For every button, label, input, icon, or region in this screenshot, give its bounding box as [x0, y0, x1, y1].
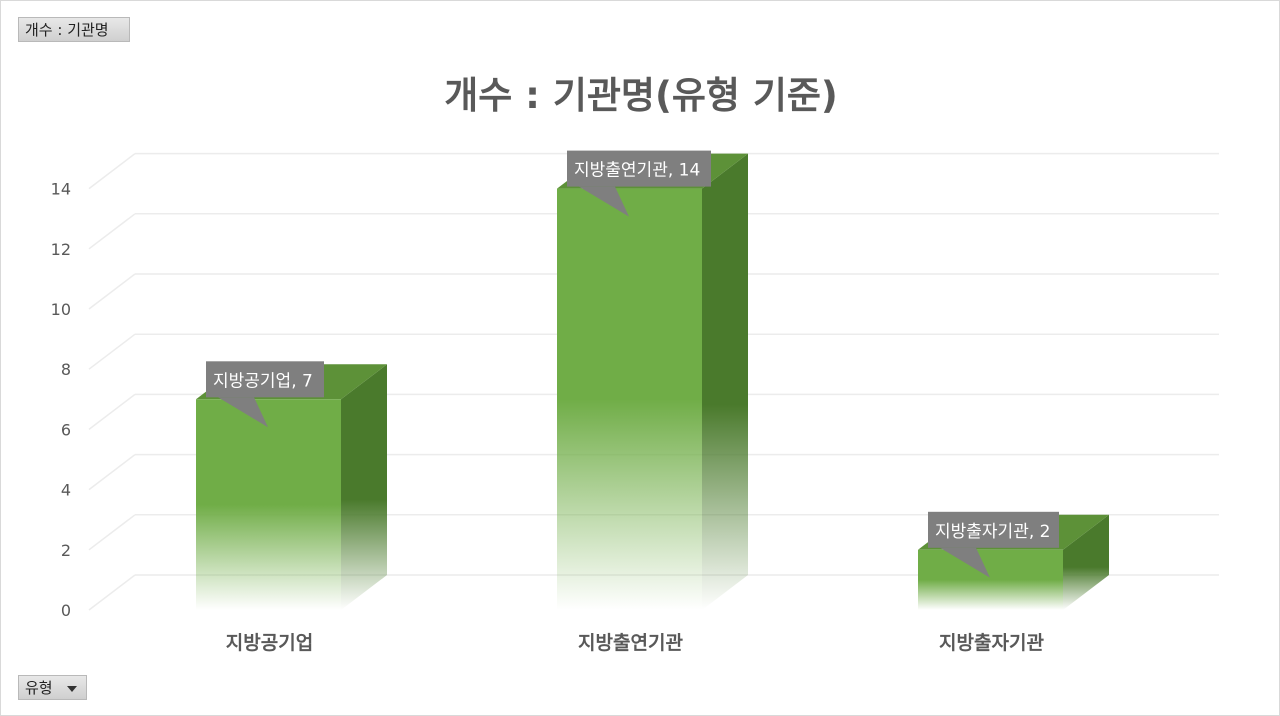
chart-title: 개수 : 기관명(유형 기준) [444, 74, 838, 117]
bar-side [1063, 514, 1109, 610]
data-label-callout: 지방출자기관, 2 [928, 511, 1059, 578]
callout-box [206, 361, 324, 398]
callout-box [567, 150, 711, 187]
dropdown-arrow-icon [67, 686, 77, 692]
y-tick-label: 4 [61, 481, 71, 500]
bar [196, 364, 387, 610]
callout-box [928, 511, 1059, 548]
bar-side [341, 364, 387, 610]
gridline-diagonal [88, 153, 136, 190]
gridline-diagonal [88, 514, 136, 551]
y-tick-label: 2 [61, 541, 71, 560]
data-label-callout: 지방공기업, 7 [206, 361, 324, 428]
value-field-button[interactable]: 개수 : 기관명 [18, 17, 130, 42]
y-tick-label: 6 [61, 420, 71, 439]
bar-front [196, 399, 341, 610]
bar [557, 153, 748, 610]
axis-field-label: 유형 [25, 679, 53, 697]
gridline-diagonal [88, 574, 136, 611]
gridline-diagonal [88, 213, 136, 250]
gridline-diagonal [88, 393, 136, 430]
y-tick-label: 10 [51, 300, 71, 319]
data-label-callout: 지방출연기관, 14 [567, 150, 711, 217]
y-tick-label: 14 [51, 180, 71, 199]
axis-field-filter-button[interactable]: 유형 [18, 675, 87, 700]
bar-front [918, 549, 1063, 610]
bar-front [557, 188, 702, 610]
y-tick-label: 8 [61, 360, 71, 379]
x-axis-tick-labels: 지방공기업 지방출연기관 지방출자기관 [226, 632, 1045, 654]
x-tick-label: 지방공기업 [226, 632, 313, 654]
data-label: 지방공기업, 7 [213, 371, 313, 391]
gridline-diagonal [88, 273, 136, 310]
data-label: 지방출연기관, 14 [574, 161, 700, 181]
y-tick-label: 12 [51, 240, 71, 259]
gridline-diagonal [88, 333, 136, 370]
y-tick-label: 0 [61, 601, 71, 620]
data-labels: 지방공기업, 7 지방출연기관, 14 지방출자기관, 2 [206, 150, 1059, 578]
callout-pointer [218, 397, 268, 428]
data-label: 지방출자기관, 2 [935, 522, 1050, 542]
callout-pointer [579, 186, 629, 217]
bar-side [702, 153, 748, 610]
gridline-diagonal [88, 454, 136, 491]
x-tick-label: 지방출연기관 [578, 632, 683, 654]
callout-pointer [940, 547, 990, 578]
y-axis-tick-labels: 0 2 4 6 8 10 12 14 [51, 180, 71, 620]
x-tick-label: 지방출자기관 [939, 632, 1044, 654]
